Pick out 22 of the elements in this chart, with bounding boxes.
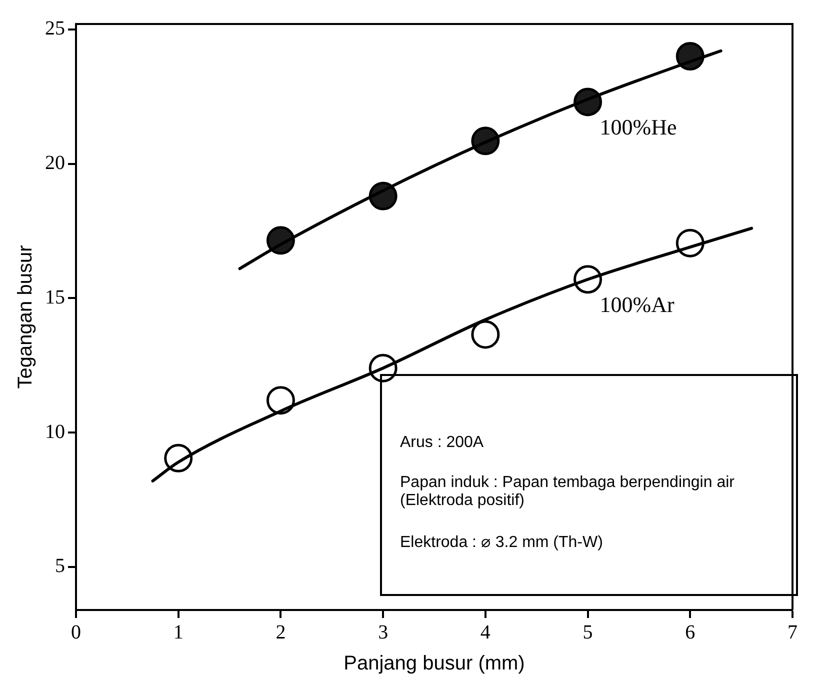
- x-tick-label: 5: [582, 621, 593, 644]
- y-axis-title: Tegangan busur: [14, 244, 37, 389]
- x-axis-title: Panjang busur (mm): [344, 652, 525, 675]
- annotation: Arus : 200A: [400, 434, 485, 452]
- y-tick-label: 20: [45, 152, 65, 174]
- series-label: 100%He: [600, 114, 677, 140]
- y-tick-label: 15: [45, 286, 65, 308]
- point: [266, 386, 295, 415]
- y-tick-label: 10: [45, 420, 65, 443]
- series-label: 100%Ar: [600, 292, 675, 318]
- x-tick-label: 0: [71, 621, 81, 644]
- annotation: Elektroda : ⌀ 3.2 mm (Th-W): [400, 533, 604, 552]
- y-tick-label: 5: [55, 555, 65, 578]
- x-tick-label: 6: [685, 621, 696, 644]
- x-tick-label: 1: [173, 621, 184, 644]
- y-tick-label: 25: [45, 18, 65, 40]
- x-tick-label: 7: [788, 621, 798, 644]
- point: [471, 320, 500, 349]
- annotation: Papan induk : Papan tembaga berpendingin air (Elektroda positif): [400, 474, 736, 510]
- x-tick-label: 4: [480, 621, 490, 644]
- x-tick-label: 2: [276, 621, 286, 644]
- x-tick-label: 3: [378, 621, 388, 644]
